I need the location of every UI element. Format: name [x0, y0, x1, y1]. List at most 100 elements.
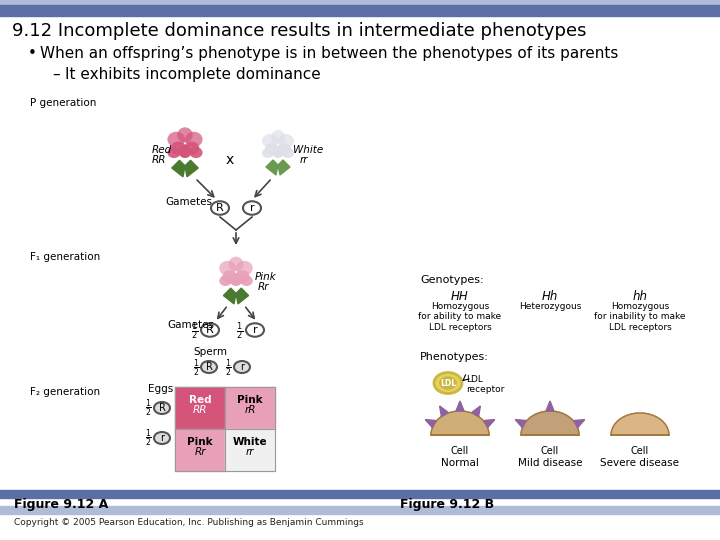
Text: LDL: LDL [440, 379, 456, 388]
Text: F₂ generation: F₂ generation [30, 387, 100, 397]
Circle shape [243, 201, 261, 215]
Text: Phenotypes:: Phenotypes: [420, 352, 489, 362]
Ellipse shape [184, 141, 199, 155]
Bar [0, 0, 720, 5]
Text: Eggs: Eggs [148, 384, 174, 394]
Polygon shape [266, 160, 278, 175]
Polygon shape [574, 420, 585, 428]
Circle shape [246, 323, 264, 337]
Text: r: r [253, 325, 257, 335]
Ellipse shape [222, 271, 237, 283]
Text: R: R [158, 403, 166, 413]
Text: •: • [28, 46, 37, 61]
Ellipse shape [265, 143, 279, 155]
Ellipse shape [219, 261, 236, 275]
Circle shape [201, 361, 217, 373]
Text: Gametes: Gametes [167, 320, 214, 330]
Polygon shape [440, 406, 449, 417]
Text: Pink: Pink [187, 437, 213, 447]
Ellipse shape [229, 256, 243, 271]
Text: Rr: Rr [194, 447, 206, 457]
Polygon shape [426, 420, 436, 428]
Text: Normal: Normal [441, 458, 479, 468]
Ellipse shape [171, 141, 186, 155]
Text: RR: RR [152, 155, 166, 165]
Circle shape [211, 201, 229, 215]
Polygon shape [236, 288, 248, 304]
Text: r: r [240, 362, 244, 372]
Text: When an offspring’s phenotype is in between the phenotypes of its parents: When an offspring’s phenotype is in betw… [40, 46, 618, 61]
Text: Figure 9.12 B: Figure 9.12 B [400, 498, 494, 511]
Text: rr: rr [300, 155, 308, 165]
Bar [225, 387, 275, 429]
Text: rR: rR [244, 405, 256, 415]
Bar [175, 429, 225, 471]
Text: $\frac{1}{2}$: $\frac{1}{2}$ [145, 428, 151, 449]
Polygon shape [611, 413, 669, 435]
Ellipse shape [189, 147, 202, 158]
Ellipse shape [277, 143, 291, 155]
Text: RR: RR [193, 405, 207, 415]
Text: Rr: Rr [258, 282, 269, 292]
Polygon shape [484, 420, 495, 428]
Ellipse shape [230, 273, 243, 286]
Text: Cell: Cell [631, 446, 649, 456]
Text: Severe disease: Severe disease [600, 458, 680, 468]
Text: LDL
receptor: LDL receptor [466, 375, 505, 394]
Text: Genotypes:: Genotypes: [420, 275, 484, 285]
Text: Heterozygous: Heterozygous [519, 302, 581, 311]
Ellipse shape [219, 275, 232, 286]
Text: hh: hh [632, 290, 647, 303]
Bar [175, 387, 225, 429]
Text: HH: HH [451, 290, 469, 303]
Text: Gametes: Gametes [165, 197, 212, 207]
Polygon shape [521, 411, 579, 435]
Text: Pink: Pink [255, 272, 276, 282]
Circle shape [154, 402, 170, 414]
Text: Cell: Cell [541, 446, 559, 456]
Text: R: R [216, 203, 224, 213]
Text: White: White [293, 145, 323, 155]
Text: x: x [226, 153, 234, 167]
Circle shape [201, 323, 219, 337]
Ellipse shape [272, 146, 284, 158]
Text: Sperm: Sperm [193, 347, 227, 357]
Ellipse shape [167, 132, 185, 147]
Polygon shape [278, 160, 290, 175]
Polygon shape [431, 411, 489, 435]
Text: Hh: Hh [542, 290, 558, 303]
Polygon shape [456, 401, 464, 411]
Text: It exhibits incomplete dominance: It exhibits incomplete dominance [65, 67, 320, 82]
Polygon shape [546, 401, 554, 411]
Text: Cell: Cell [451, 446, 469, 456]
Ellipse shape [236, 261, 253, 275]
Text: 9.12 Incomplete dominance results in intermediate phenotypes: 9.12 Incomplete dominance results in int… [12, 22, 587, 40]
Circle shape [234, 361, 250, 373]
Text: $\frac{1}{2}$: $\frac{1}{2}$ [225, 358, 231, 380]
Polygon shape [516, 420, 526, 428]
Bar [0, 490, 720, 498]
Circle shape [154, 432, 170, 444]
Polygon shape [472, 406, 480, 417]
Bar [0, 506, 720, 514]
Text: R: R [206, 362, 212, 372]
Text: Pink: Pink [237, 395, 263, 405]
Text: $\frac{1}{2}$: $\frac{1}{2}$ [145, 398, 151, 420]
Text: F₁ generation: F₁ generation [30, 252, 100, 262]
Text: Red: Red [152, 145, 172, 155]
Ellipse shape [262, 148, 274, 158]
Circle shape [434, 373, 462, 394]
Ellipse shape [262, 134, 278, 148]
Ellipse shape [240, 275, 253, 286]
Text: Mild disease: Mild disease [518, 458, 582, 468]
Ellipse shape [177, 127, 193, 143]
Bar [225, 429, 275, 471]
Text: –: – [52, 67, 60, 82]
Text: $\frac{1}{2}$: $\frac{1}{2}$ [236, 320, 243, 342]
Ellipse shape [185, 132, 202, 147]
Ellipse shape [278, 134, 294, 148]
Text: Red: Red [189, 395, 211, 405]
Text: White: White [233, 437, 267, 447]
Circle shape [439, 376, 457, 390]
Text: r: r [250, 203, 254, 213]
